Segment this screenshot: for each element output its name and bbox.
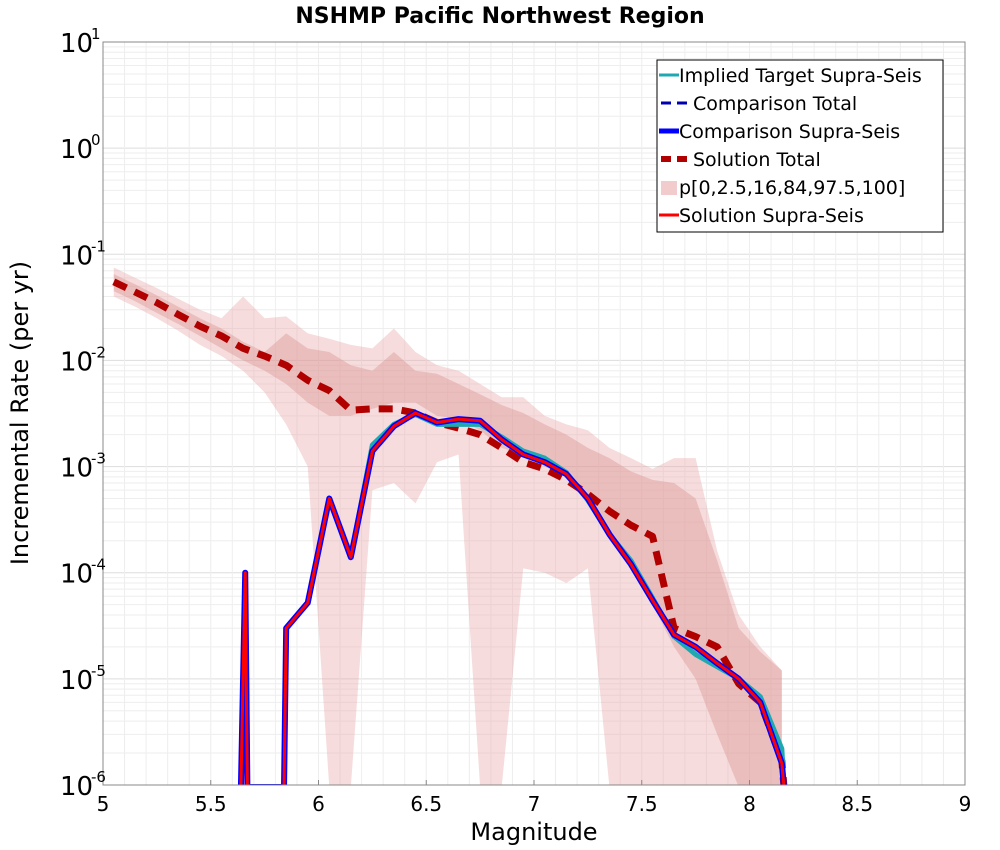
y-tick-label: 10 xyxy=(60,241,93,271)
x-tick-label: 9 xyxy=(959,792,972,816)
legend-box xyxy=(656,59,944,233)
x-tick-label: 8 xyxy=(743,792,756,816)
y-tick-exponent: -5 xyxy=(91,662,106,680)
x-tick-label: 5.5 xyxy=(195,792,227,816)
x-tick-labels: 5 5.5 6 6.5 7 7.5 8 8.5 9 xyxy=(97,780,972,816)
x-tick-label: 6 xyxy=(312,792,325,816)
x-tick-label: 5 xyxy=(97,792,110,816)
y-tick-exponent: -6 xyxy=(91,768,106,786)
y-tick-label: 10 xyxy=(60,347,93,377)
x-tick-label: 7.5 xyxy=(626,792,658,816)
y-tick-label: 10 xyxy=(60,772,93,802)
band-16-84 xyxy=(113,274,782,785)
y-tick-exponent: 0 xyxy=(91,131,101,149)
legend-entry: p[0,2.5,16,84,97.5,100] xyxy=(661,177,905,199)
y-tick-exponent: -1 xyxy=(91,237,106,255)
y-tick-exponent: -3 xyxy=(91,450,106,468)
legend-label: Implied Target Supra-Seis xyxy=(679,65,922,87)
series-lines xyxy=(112,278,788,785)
series-solution-total xyxy=(112,278,788,785)
legend-entry: Solution Total xyxy=(661,149,821,171)
series-solution-supra-seis xyxy=(239,411,786,785)
y-tick-exponent: 1 xyxy=(91,25,101,43)
y-tick-label: 10 xyxy=(60,560,93,590)
x-tick-label: 6.5 xyxy=(410,792,442,816)
x-tick-label: 8.5 xyxy=(841,792,873,816)
percentile-bands xyxy=(113,267,782,785)
legend-label: Comparison Total xyxy=(693,93,857,115)
legend-label: Comparison Supra-Seis xyxy=(679,121,900,143)
y-tick-label: 10 xyxy=(60,454,93,484)
y-tick-exponent: -2 xyxy=(91,343,106,361)
legend-entry: Solution Supra-Seis xyxy=(659,205,864,227)
legend-label: Solution Total xyxy=(693,149,821,171)
band-2.5-97.5 xyxy=(113,267,782,785)
y-axis-label: Incremental Rate (per yr) xyxy=(6,261,34,565)
legend-label: Solution Supra-Seis xyxy=(679,205,864,227)
legend-entry: Comparison Total xyxy=(661,93,857,115)
legend-label: p[0,2.5,16,84,97.5,100] xyxy=(679,177,905,199)
y-tick-label: 10 xyxy=(60,666,93,696)
y-tick-label: 10 xyxy=(60,135,93,165)
legend-entry: Implied Target Supra-Seis xyxy=(659,65,922,87)
legend: Implied Target Supra-Seis Comparison Tota… xyxy=(656,59,944,233)
x-axis-label: Magnitude xyxy=(470,818,597,846)
y-tick-label: 10 xyxy=(60,29,93,59)
y-tick-exponent: -4 xyxy=(91,556,106,574)
x-tick-label: 7 xyxy=(528,792,541,816)
legend-swatch xyxy=(661,181,677,195)
legend-entry: Comparison Supra-Seis xyxy=(659,121,900,143)
chart-title: NSHMP Pacific Northwest Region xyxy=(295,4,704,29)
